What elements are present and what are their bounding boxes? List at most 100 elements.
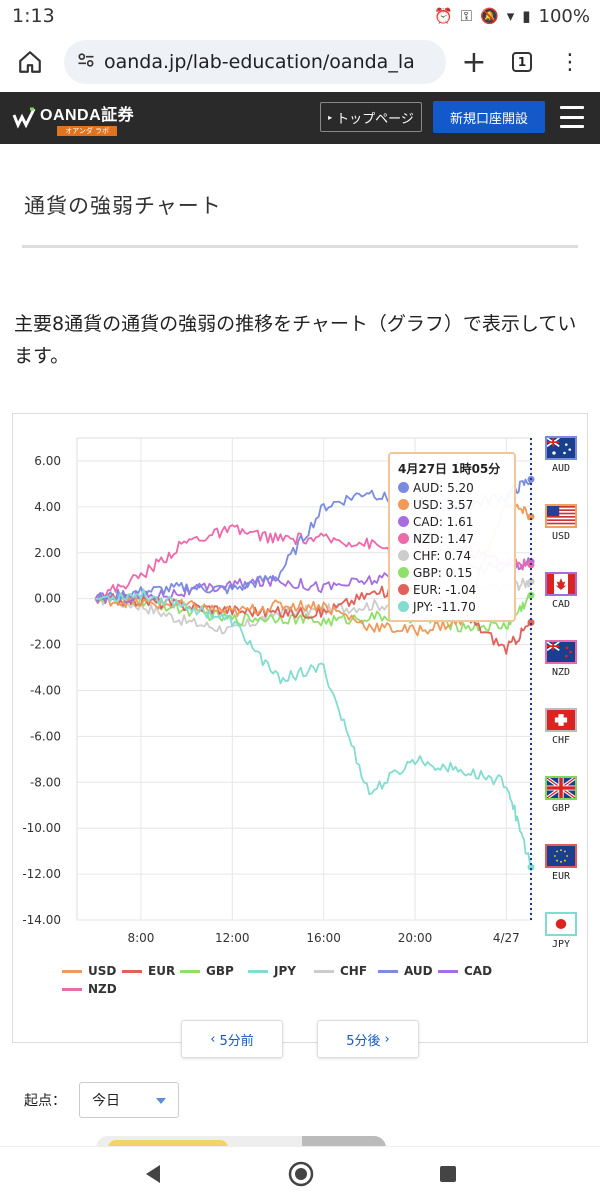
y-tick-label: 2.00 xyxy=(34,546,61,560)
series-point-gbp xyxy=(527,591,535,599)
tooltip-label: AUD: 5.20 xyxy=(413,480,474,495)
tooltip-label: JPY: -11.70 xyxy=(413,599,476,614)
tooltip-dot xyxy=(398,584,409,595)
x-tick-label: 16:00 xyxy=(306,931,341,945)
legend-item-nzd[interactable]: NZD xyxy=(62,982,117,996)
nzd-flag-icon xyxy=(545,640,577,664)
open-account-button[interactable]: 新規口座開設 xyxy=(433,101,545,133)
mute-icon: 🔕 xyxy=(480,7,499,25)
tooltip-row: AUD: 5.20 xyxy=(398,479,506,496)
start-select[interactable]: 今日 xyxy=(79,1082,179,1118)
tooltip-row: JPY: -11.70 xyxy=(398,598,506,615)
home-icon[interactable] xyxy=(10,42,50,82)
legend-swatch xyxy=(180,969,200,973)
legend-label: GBP xyxy=(206,964,234,978)
back-icon[interactable] xyxy=(142,1163,164,1185)
url-field[interactable]: oanda.jp/lab-education/oanda_la xyxy=(64,40,446,84)
tooltip-row: GBP: 0.15 xyxy=(398,564,506,581)
legend-label: NZD xyxy=(88,982,117,996)
legend-item-chf[interactable]: CHF xyxy=(314,964,367,978)
aud-flag-icon xyxy=(545,436,577,460)
flag-label: NZD xyxy=(551,667,571,678)
flag-jpy[interactable]: JPY xyxy=(544,912,578,950)
tooltip-row: USD: 3.57 xyxy=(398,496,506,513)
tooltip-dot xyxy=(398,482,409,493)
legend-item-cad[interactable]: CAD xyxy=(438,964,492,978)
more-menu-icon[interactable]: ⋮ xyxy=(559,49,581,75)
chf-flag-icon xyxy=(545,708,577,732)
series-point-chf xyxy=(527,578,535,586)
next-label: 5分後 xyxy=(346,1033,381,1049)
start-selected-value: 今日 xyxy=(92,1093,120,1109)
legend-swatch xyxy=(62,969,82,973)
top-page-label: トップページ xyxy=(336,111,414,127)
tooltip-dot xyxy=(398,499,409,510)
oanda-logo[interactable]: OANDA証券 オアンダ ラボ xyxy=(12,101,134,136)
legend-swatch xyxy=(248,969,268,973)
legend-swatch xyxy=(62,987,82,991)
x-tick-label: 20:00 xyxy=(398,931,433,945)
y-tick-label: 0.00 xyxy=(34,592,61,606)
y-tick-label: -6.00 xyxy=(30,729,61,743)
x-tick-label: 12:00 xyxy=(215,931,250,945)
cad-flag-icon xyxy=(545,572,577,596)
y-tick-label: -4.00 xyxy=(30,683,61,697)
series-point-usd xyxy=(527,513,535,521)
recents-icon[interactable] xyxy=(438,1164,458,1184)
tooltip-dot xyxy=(398,550,409,561)
alarm-icon: ⏰ xyxy=(433,7,453,25)
legend-label: EUR xyxy=(148,964,176,978)
flag-usd[interactable]: USD xyxy=(544,504,578,542)
top-page-button[interactable]: ▸ トップページ xyxy=(320,102,422,132)
flag-gbp[interactable]: GBP xyxy=(544,776,578,814)
flag-aud[interactable]: AUD xyxy=(544,436,578,474)
flag-label: EUR xyxy=(551,871,571,882)
tooltip-dot xyxy=(398,601,409,612)
tooltip-dot xyxy=(398,516,409,527)
system-nav-bar xyxy=(0,1146,600,1200)
tooltip-row: NZD: 1.47 xyxy=(398,530,506,547)
legend-label: CHF xyxy=(340,964,368,978)
chevron-left-icon: ‹ xyxy=(210,1031,216,1047)
tooltip-label: GBP: 0.15 xyxy=(413,565,473,580)
home-circle-icon[interactable] xyxy=(288,1161,314,1187)
browser-toolbar: oanda.jp/lab-education/oanda_la + 1 ⋮ xyxy=(0,32,600,92)
start-label: 起点： xyxy=(24,1093,66,1109)
legend-item-usd[interactable]: USD xyxy=(62,964,116,978)
chart-tooltip: 4月27日 1時05分 AUD: 5.20 USD: 3.57 CAD: 1.61 N… xyxy=(388,452,516,622)
legend-item-jpy[interactable]: JPY xyxy=(248,964,296,978)
new-tab-icon[interactable]: + xyxy=(461,44,487,80)
y-tick-label: 6.00 xyxy=(34,454,61,468)
legend-swatch xyxy=(438,969,458,973)
flag-cad[interactable]: CAD xyxy=(544,572,578,610)
battery-level: 100% xyxy=(538,5,590,27)
x-tick-label: 8:00 xyxy=(127,931,154,945)
flag-chf[interactable]: CHF xyxy=(544,708,578,746)
y-tick-label: -14.00 xyxy=(22,913,61,927)
tooltip-row: EUR: -1.04 xyxy=(398,581,506,598)
hamburger-menu-icon[interactable] xyxy=(560,106,584,128)
site-info-icon[interactable] xyxy=(76,50,96,74)
x-tick-label: 4/27 xyxy=(493,931,520,945)
prev-5min-button[interactable]: ‹ 5分前 xyxy=(181,1020,283,1058)
y-tick-label: -10.00 xyxy=(22,821,61,835)
logo-sub: オアンダ ラボ xyxy=(57,125,118,136)
legend-item-eur[interactable]: EUR xyxy=(122,964,175,978)
flag-label: JPY xyxy=(551,939,571,950)
legend-label: AUD xyxy=(404,964,433,978)
flag-eur[interactable]: EUR xyxy=(544,844,578,882)
legend-item-aud[interactable]: AUD xyxy=(378,964,433,978)
tooltip-label: NZD: 1.47 xyxy=(413,531,475,546)
page-description: 主要8通貨の通貨の強弱の推移をチャート（グラフ）で表示しています。 xyxy=(14,313,577,367)
tooltip-title: 4月27日 1時05分 xyxy=(398,462,501,476)
jpy-flag-icon xyxy=(545,912,577,936)
next-5min-button[interactable]: 5分後 › xyxy=(317,1020,419,1058)
series-line-eur xyxy=(94,584,532,655)
tab-switcher-button[interactable]: 1 xyxy=(502,42,542,82)
flag-label: AUD xyxy=(551,463,571,474)
gbp-flag-icon xyxy=(545,776,577,800)
flag-nzd[interactable]: NZD xyxy=(544,640,578,678)
url-text: oanda.jp/lab-education/oanda_la xyxy=(104,51,415,73)
tooltip-dot xyxy=(398,533,409,544)
legend-item-gbp[interactable]: GBP xyxy=(180,964,234,978)
